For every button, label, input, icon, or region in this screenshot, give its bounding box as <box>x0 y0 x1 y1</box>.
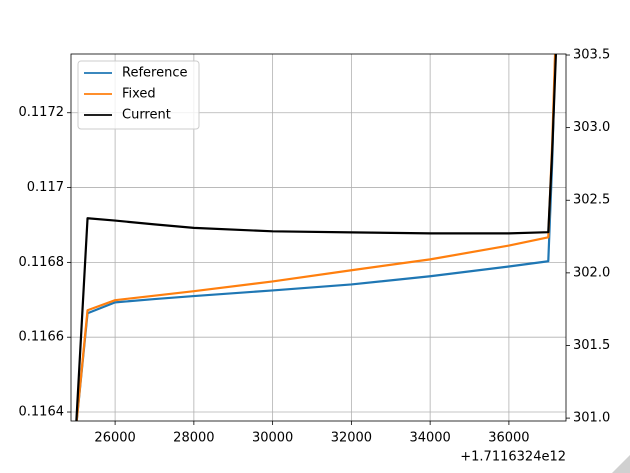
plot-lines <box>75 54 558 421</box>
x-tick-label: 36000 <box>488 431 529 446</box>
x-tick-label: 32000 <box>331 431 372 446</box>
legend-label: Current <box>122 108 171 123</box>
legend: Reference Fixed Current <box>77 60 200 130</box>
y-tick-label: 0.1166 <box>19 330 65 345</box>
series-line <box>75 54 557 421</box>
x-offset-label: +1.7116324e12 <box>460 450 566 465</box>
y2-tick-label: 302.5 <box>573 193 610 208</box>
plot-frame <box>70 53 567 422</box>
y-tick-label: 0.1172 <box>19 105 65 120</box>
legend-label: Reference <box>122 66 187 81</box>
legend-label: Fixed <box>122 87 156 102</box>
series-line <box>75 54 558 421</box>
y2-tick-label: 301.0 <box>573 411 610 426</box>
x-tick-label: 34000 <box>409 431 450 446</box>
x-tick-label: 26000 <box>94 431 135 446</box>
y2-tick-label: 301.5 <box>573 338 610 353</box>
axes: 26000 28000 30000 32000 34000 36000 0.1164 0.11… <box>19 48 611 446</box>
y2-tick-label: 303.5 <box>573 48 610 63</box>
x-tick-label: 30000 <box>252 431 293 446</box>
y2-tick-label: 302.0 <box>573 265 610 280</box>
x-tick-label: 28000 <box>173 431 214 446</box>
resize-grip <box>612 455 630 473</box>
y-tick-label: 0.1168 <box>19 255 65 270</box>
y2-tick-label: 303.0 <box>573 120 610 135</box>
legend-box <box>77 60 200 130</box>
y-tick-label: 0.117 <box>27 180 64 195</box>
y-tick-label: 0.1164 <box>19 405 65 420</box>
